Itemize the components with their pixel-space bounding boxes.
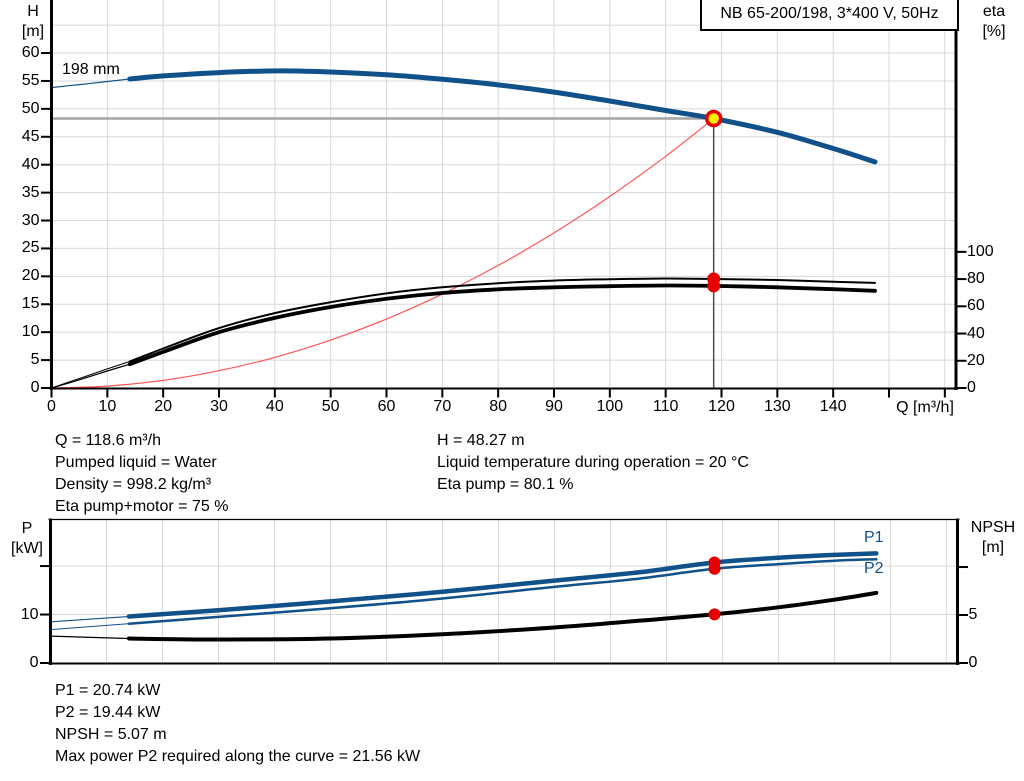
p1-curve-lead [49,615,130,623]
eta-pump-curve [128,277,876,363]
p1-curve [126,551,879,619]
pump-model-title-box: NB 65-200/198, 3*400 V, 50Hz [700,0,959,31]
eta-pump-motor-curve [127,283,877,367]
system-curve [50,117,715,389]
npsh-curve [126,590,879,642]
duty-point-marker[interactable] [704,109,723,128]
eta-duty-marker [707,279,721,293]
head-curve-198mm [127,68,878,165]
p2-curve-duty-marker [708,562,721,575]
npsh-curve-duty-marker [708,608,721,621]
p2-curve [127,558,878,625]
eta-pump-motor-curve-lead [50,363,131,389]
npsh-curve-lead [49,635,130,640]
head-curve-198mm-lead [50,78,131,89]
p2-curve-lead [50,623,130,631]
eta-pump-curve-lead [51,361,131,389]
pump-model-title: NB 65-200/198, 3*400 V, 50Hz [720,5,939,22]
